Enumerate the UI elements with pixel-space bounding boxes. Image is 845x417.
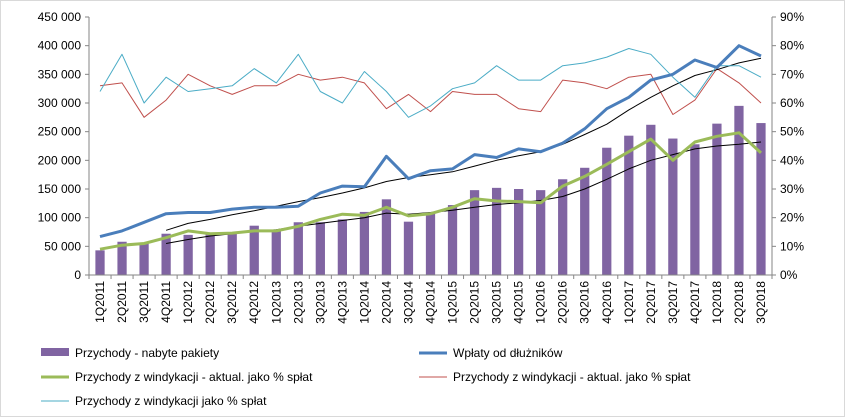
bar-1Q2018	[712, 123, 722, 275]
axes: 0 50 000 100 000 150 000 200 000 250 000 300 0…	[38, 10, 805, 324]
bar-3Q2012	[227, 232, 237, 275]
y-tick-label: 450 000	[38, 10, 82, 24]
x-tick-label: 1Q2018	[710, 281, 724, 324]
line-series	[99, 44, 763, 251]
x-tick-label: 2Q2011	[115, 281, 129, 323]
y-tick-label: 400 000	[38, 39, 82, 53]
y-tick-label: 100 000	[38, 211, 82, 225]
x-tick-label: 3Q2014	[401, 281, 415, 324]
x-tick-label: 1Q2017	[622, 281, 636, 324]
y2-tick-label: 20%	[780, 211, 804, 225]
bar-1Q2015	[447, 205, 458, 275]
legend-swatch	[41, 348, 69, 356]
y-tick-label: 150 000	[38, 182, 82, 196]
x-tick-label: 2Q2013	[291, 281, 305, 324]
bar-3Q2013	[315, 222, 325, 275]
y2-tick-label: 50%	[780, 125, 804, 139]
x-tick-label: 3Q2015	[490, 281, 504, 324]
bar-2Q2015	[469, 190, 480, 275]
y-tick-label: 250 000	[38, 125, 82, 139]
x-tick-label: 1Q2012	[181, 281, 195, 324]
x-tick-label: 4Q2016	[600, 281, 614, 324]
x-tick-label: 4Q2012	[247, 281, 261, 324]
y2-tick-label: 30%	[780, 182, 804, 196]
bar-1Q2016	[536, 190, 546, 275]
y-tick-label: 200 000	[38, 153, 82, 167]
y-tick-label: 50 000	[44, 239, 81, 253]
y2-tick-label: 70%	[780, 67, 804, 81]
bar-1Q2011	[95, 250, 105, 275]
bar-3Q2011	[139, 243, 149, 275]
x-tick-label: 1Q2016	[534, 281, 548, 324]
y2-tick-label: 90%	[780, 10, 804, 24]
legend-item: Przychody - nabyte pakiety	[75, 346, 219, 360]
bar-4Q2015	[514, 189, 524, 275]
x-tick-label: 3Q2018	[754, 281, 768, 324]
bar-1Q2014	[359, 211, 370, 275]
legend: Przychody - nabyte pakiety Wpłaty od dłuż…	[41, 346, 691, 408]
x-tick-label: 4Q2015	[512, 281, 526, 324]
bar-2Q2016	[558, 179, 568, 275]
series-line-3	[99, 68, 762, 118]
bar-2Q2018	[734, 105, 744, 275]
x-tick-label: 3Q2013	[313, 281, 327, 324]
x-tick-label: 2Q2018	[732, 281, 746, 324]
bar-3Q2016	[580, 167, 590, 275]
x-tick-label: 1Q2011	[93, 281, 107, 323]
x-tick-label: 2Q2014	[379, 281, 393, 324]
y-tick-label: 0	[74, 268, 81, 282]
bar-2Q2017	[646, 124, 656, 275]
bar-4Q2014	[425, 213, 436, 275]
legend-item: Przychody z windykacji - aktual. jako % …	[75, 370, 313, 384]
y-tick-label: 300 000	[38, 96, 82, 110]
bar-4Q2013	[337, 219, 347, 275]
x-tick-label: 4Q2011	[159, 281, 173, 323]
bar-3Q2015	[491, 187, 502, 275]
legend-item: Przychody z windykacji jako % spłat	[75, 394, 267, 408]
x-tick-label: 4Q2017	[688, 281, 702, 324]
bar-3Q2014	[403, 221, 414, 275]
x-tick-label: 2Q2017	[644, 281, 658, 324]
bar-2Q2012	[205, 233, 215, 275]
bar-3Q2018	[756, 123, 766, 275]
bar-1Q2017	[624, 135, 634, 275]
series-line-2	[99, 131, 763, 251]
bar-2Q2014	[381, 199, 392, 275]
series-line-1	[99, 44, 762, 239]
x-tick-label: 3Q2016	[578, 281, 592, 324]
bar-3Q2017	[668, 138, 678, 275]
y2-tick-label: 60%	[780, 96, 804, 110]
bar-series	[95, 105, 766, 275]
bar-1Q2012	[183, 234, 193, 275]
y-tick-label: 350 000	[38, 67, 82, 81]
x-tick-label: 4Q2013	[335, 281, 349, 324]
legend-item: Przychody z windykacji - aktual. jako % …	[453, 370, 691, 384]
bar-4Q2017	[690, 144, 700, 275]
x-tick-label: 1Q2015	[446, 281, 460, 324]
bar-1Q2013	[271, 230, 281, 275]
legend-item: Wpłaty od dłużników	[453, 346, 563, 360]
x-tick-label: 3Q2012	[225, 281, 239, 324]
y2-tick-label: 40%	[780, 153, 804, 167]
bar-2Q2013	[293, 222, 303, 275]
x-tick-label: 2Q2016	[556, 281, 570, 324]
y2-tick-label: 10%	[780, 239, 804, 253]
x-tick-label: 2Q2015	[468, 281, 482, 324]
bar-4Q2011	[161, 233, 171, 275]
series-line-6	[99, 48, 762, 118]
x-tick-label: 3Q2011	[137, 281, 151, 323]
x-tick-label: 1Q2014	[357, 281, 371, 324]
y2-tick-label: 0%	[780, 268, 798, 282]
bar-2Q2011	[117, 241, 127, 275]
x-tick-label: 4Q2014	[424, 281, 438, 324]
x-tick-label: 2Q2012	[203, 281, 217, 324]
bar-4Q2016	[602, 147, 612, 275]
y2-tick-label: 80%	[780, 39, 804, 53]
x-tick-label: 3Q2017	[666, 281, 680, 324]
x-tick-label: 1Q2013	[269, 281, 283, 324]
bar-4Q2012	[249, 225, 259, 275]
